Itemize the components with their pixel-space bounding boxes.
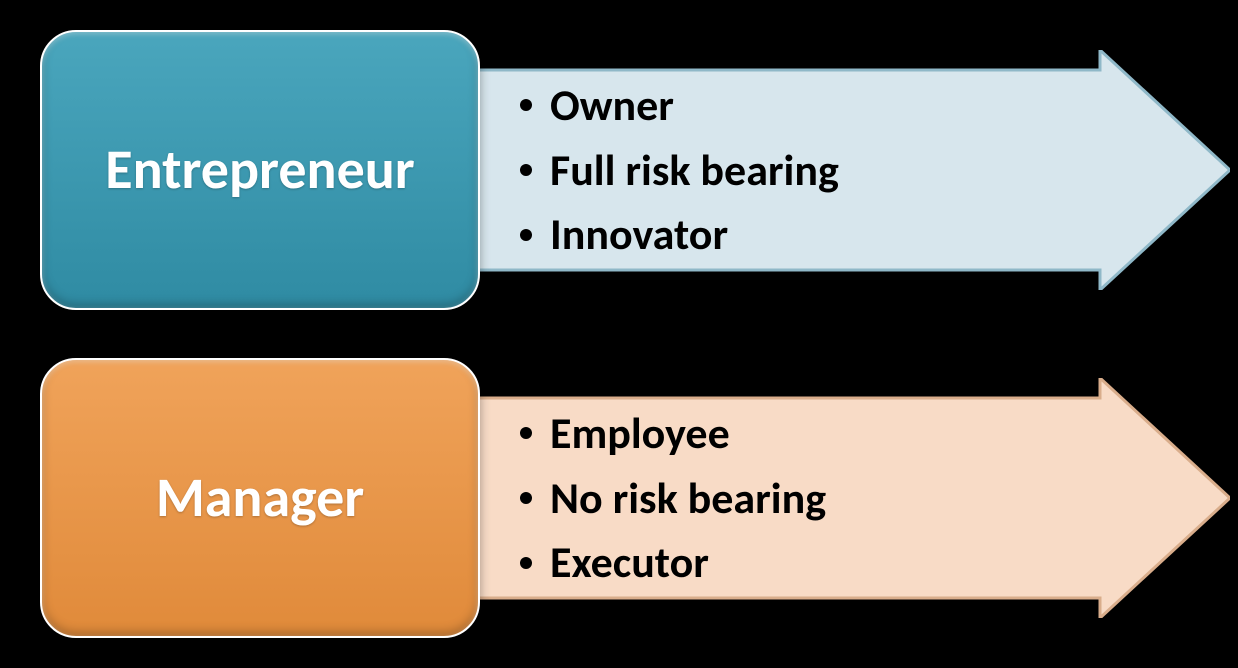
- bullet-dot-icon: [520, 164, 532, 176]
- title-box-entrepreneur: Entrepreneur: [40, 30, 480, 310]
- bullet-dot-icon: [520, 427, 532, 439]
- bullet-item: Innovator: [520, 209, 1080, 260]
- bullets-manager: Employee No risk bearing Executor: [520, 386, 1080, 610]
- diagram-canvas: Entrepreneur Owner Full risk bearing Inn…: [0, 0, 1238, 668]
- bullet-item: Employee: [520, 408, 1080, 459]
- bullet-text: No risk bearing: [550, 473, 826, 524]
- title-manager: Manager: [156, 464, 364, 532]
- bullet-item: Owner: [520, 80, 1080, 131]
- title-entrepreneur: Entrepreneur: [105, 136, 414, 204]
- bullet-item: Full risk bearing: [520, 145, 1080, 196]
- bullet-dot-icon: [520, 229, 532, 241]
- bullet-dot-icon: [520, 557, 532, 569]
- row-entrepreneur: Entrepreneur Owner Full risk bearing Inn…: [0, 30, 1238, 310]
- bullet-text: Owner: [550, 80, 674, 131]
- title-box-manager: Manager: [40, 358, 480, 638]
- row-manager: Manager Employee No risk bearing Executo…: [0, 358, 1238, 638]
- bullet-text: Executor: [550, 537, 709, 588]
- bullet-text: Full risk bearing: [550, 145, 839, 196]
- bullet-dot-icon: [520, 492, 532, 504]
- bullet-text: Innovator: [550, 209, 728, 260]
- bullet-item: Executor: [520, 537, 1080, 588]
- bullet-dot-icon: [520, 99, 532, 111]
- bullet-text: Employee: [550, 408, 730, 459]
- bullet-item: No risk bearing: [520, 473, 1080, 524]
- bullets-entrepreneur: Owner Full risk bearing Innovator: [520, 58, 1080, 282]
